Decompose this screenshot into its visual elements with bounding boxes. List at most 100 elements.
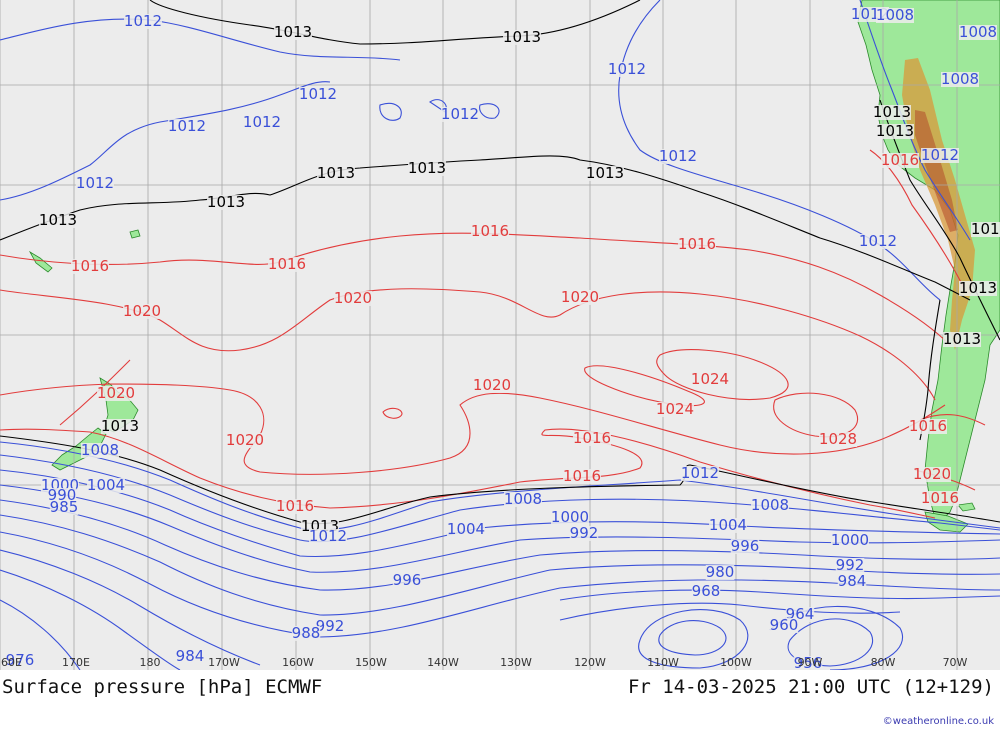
- longitude-label: 180: [140, 656, 161, 669]
- isobar-label-bg: [551, 510, 589, 525]
- isobar-label: 1012: [659, 147, 697, 165]
- isobar-label: 980: [706, 563, 735, 581]
- isobar-1024: [584, 349, 789, 407]
- isobar-label-bg: [471, 224, 509, 239]
- isobar-label-bg: [315, 619, 345, 634]
- longitude-label: 170W: [208, 656, 240, 669]
- isobar-label: 1020: [473, 376, 511, 394]
- isobar-label: 1013: [586, 164, 624, 182]
- isobar-label-bg: [705, 565, 735, 580]
- credit-link[interactable]: ©weatheronline.co.uk: [882, 716, 994, 727]
- isobar-label: 1013: [207, 193, 245, 211]
- isobar-label: 1020: [561, 288, 599, 306]
- isobar-1004: [0, 469, 1000, 558]
- isobar-980-mid: [559, 589, 1000, 601]
- isobar-label: 1012: [608, 60, 646, 78]
- isobar-label: 1012: [681, 464, 719, 482]
- isobar-label: 984: [176, 647, 205, 665]
- map-footer: [0, 670, 1000, 733]
- isobar-label: 1012: [309, 527, 347, 545]
- isobar-label-bg: [586, 166, 624, 181]
- isobar-label-bg: [959, 25, 997, 40]
- isobar-984: [0, 549, 261, 666]
- isobar-label: 968: [692, 582, 721, 600]
- isobar-label: 1012: [243, 113, 281, 131]
- isobar-label-bg: [123, 304, 161, 319]
- isobar-label: 992: [316, 617, 345, 635]
- isobar-label: 1020: [334, 289, 372, 307]
- isobar-label: 1013: [317, 164, 355, 182]
- isobar-label: 1013: [971, 220, 1000, 238]
- isobar-label-bg: [730, 539, 760, 554]
- isobar-label-bg: [569, 526, 599, 541]
- isobar-label: 1008: [504, 490, 542, 508]
- longitude-label: 110W: [647, 656, 679, 669]
- isobar-1012-west-wiggle: [0, 81, 331, 201]
- isobar-label-bg: [408, 161, 446, 176]
- new-zealand-south-island: [51, 427, 107, 471]
- isobar-label: 1020: [226, 431, 264, 449]
- isobar-label-bg: [751, 498, 789, 513]
- isobar-label: 1013: [959, 279, 997, 297]
- isobar-label: 1016: [276, 497, 314, 515]
- isobar-label: 1020: [123, 302, 161, 320]
- isobar-label: 988: [292, 624, 321, 642]
- isobar-label: 985: [50, 498, 79, 516]
- isobar-label: 990: [48, 486, 77, 504]
- isobar-label: 1008: [959, 23, 997, 41]
- isobar-label-bg: [274, 25, 312, 40]
- isobar-label: 1024: [656, 400, 694, 418]
- isobar-label: 1004: [87, 476, 125, 494]
- isobar-label: 992: [570, 524, 599, 542]
- isobar-1012-south: [0, 441, 1000, 531]
- isobar-label-bg: [47, 488, 77, 503]
- isobar-label-bg: [97, 386, 135, 401]
- isobar-label-bg: [971, 222, 1000, 237]
- isobar-label: 1013: [503, 28, 541, 46]
- longitude-label: 90W: [798, 656, 823, 669]
- isobar-label-bg: [291, 626, 321, 641]
- isobar-label-bg: [876, 8, 914, 23]
- longitude-label: 130W: [500, 656, 532, 669]
- isobar-labels: 1012 1013 1013 1012 1012 1012 1012 1012 1012 1012…: [6, 5, 1000, 670]
- isobar-label-bg: [561, 290, 599, 305]
- isobar-label: 1012: [299, 85, 337, 103]
- low-centre-ring-1: [658, 620, 727, 656]
- isobar-1013-mid: [0, 155, 971, 301]
- isobar-label: 996: [731, 537, 760, 555]
- isobar-label: 976: [6, 651, 35, 669]
- isobar-980: [0, 569, 181, 670]
- isobar-label-bg: [709, 518, 747, 533]
- isobar-label-bg: [563, 469, 601, 484]
- isobar-label-bg: [691, 372, 729, 387]
- isobar-1028: [773, 392, 858, 438]
- isobar-label: 1012: [168, 117, 206, 135]
- isobar-label: 984: [838, 572, 867, 590]
- isobar-label-bg: [473, 378, 511, 393]
- isobar-label: 1012: [76, 174, 114, 192]
- isobar-label-bg: [276, 499, 314, 514]
- isobar-label: 1004: [709, 516, 747, 534]
- isobar-label: 1016: [881, 151, 919, 169]
- isobar-label-bg: [913, 467, 951, 482]
- isobar-label: 1016: [921, 489, 959, 507]
- isobar-label-bg: [5, 653, 35, 668]
- isobar-label: 1020: [913, 465, 951, 483]
- isobar-label: 1016: [471, 222, 509, 240]
- isobar-1012-north: [0, 18, 401, 61]
- isobar-label-bg: [441, 107, 479, 122]
- isobar-label-bg: [49, 500, 79, 515]
- longitude-label: 170E: [62, 656, 90, 669]
- isobar-label: 1004: [447, 520, 485, 538]
- andes-highlands: [915, 110, 958, 232]
- isobar-1013-north: [149, 0, 641, 45]
- isobar-label-bg: [124, 14, 162, 29]
- isobar-label-bg: [76, 176, 114, 191]
- isobar-label-bg: [909, 419, 947, 434]
- isobar-label-bg: [504, 492, 542, 507]
- isobar-label: 996: [393, 571, 422, 589]
- isobar-label-bg: [873, 105, 911, 120]
- isobar-label: 1013: [876, 122, 914, 140]
- isobar-label-bg: [299, 87, 337, 102]
- isobar-label-bg: [309, 529, 347, 544]
